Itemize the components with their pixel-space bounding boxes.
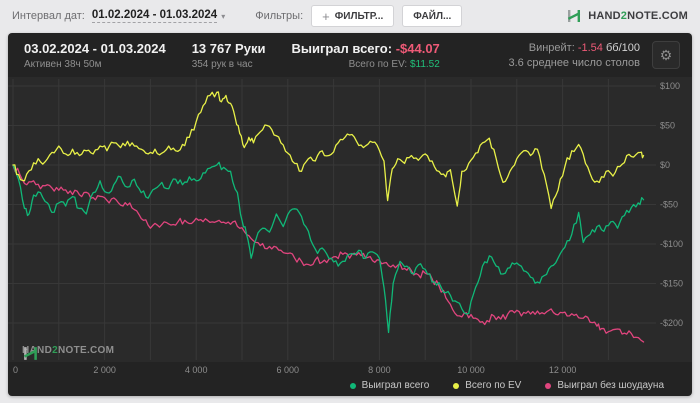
stat-won-total: Выиграл всего: -$44.07 <box>291 41 440 56</box>
stat-active-time: Активен 38ч 50м <box>24 59 102 70</box>
svg-text:12 000: 12 000 <box>549 365 577 375</box>
legend-item[interactable]: Всего по EV <box>453 380 521 391</box>
stats-bar: 03.02.2024 - 01.03.2024 Активен 38ч 50м … <box>8 33 692 77</box>
svg-text:$100: $100 <box>660 81 680 91</box>
gear-icon: ⚙ <box>659 46 673 63</box>
date-range-dropdown[interactable]: 01.02.2024 - 01.03.2024 ▾ <box>91 9 226 23</box>
stat-winnings: Выиграл всего: -$44.07 Всего по EV: $11.… <box>291 41 439 70</box>
file-button-label: ФАЙЛ... <box>413 10 452 22</box>
plus-icon: + <box>322 8 330 24</box>
winrate-value: -1.54 <box>577 42 603 54</box>
file-button[interactable]: ФАЙЛ... <box>402 5 463 27</box>
svg-text:2 000: 2 000 <box>93 365 116 375</box>
stat-ev-total: Всего по EV: $11.52 <box>348 59 440 70</box>
legend-dot-icon <box>349 382 356 389</box>
stat-date-range: 03.02.2024 - 01.03.2024 Активен 38ч 50м <box>24 41 166 70</box>
legend-dot-icon <box>545 382 552 389</box>
legend-label: Всего по EV <box>465 380 522 391</box>
stat-hands-per-hour: 354 рук в час <box>191 59 253 70</box>
svg-text:$0: $0 <box>660 160 670 170</box>
svg-text:0: 0 <box>13 365 18 375</box>
legend-dot-icon <box>453 382 460 389</box>
svg-text:6 000: 6 000 <box>277 365 300 375</box>
date-range-value: 01.02.2024 - 01.03.2024 <box>91 9 218 23</box>
svg-text:-$100: -$100 <box>660 239 683 249</box>
winrate-line: Винрейт: -1.54 бб/100 <box>528 42 640 54</box>
legend-item[interactable]: Выиграл всего <box>349 380 430 391</box>
settings-button[interactable]: ⚙ <box>652 41 680 69</box>
stat-hands-value: 13 767 Руки <box>191 41 266 56</box>
svg-text:-$50: -$50 <box>660 200 678 210</box>
ev-total-value: $11.52 <box>409 59 440 70</box>
brand-link[interactable]: HAND2NOTE.COM <box>566 8 688 24</box>
hand2note-logo-icon <box>23 347 38 360</box>
filters-label: Фильтры: <box>255 10 304 22</box>
won-total-value: -$44.07 <box>395 41 440 56</box>
chart-legend: Выиграл всего Всего по EV Выиграл без шоуд… <box>349 380 664 391</box>
stat-winrate: Винрейт: -1.54 бб/100 3.6 среднее число … <box>508 41 640 69</box>
svg-text:10 000: 10 000 <box>457 365 485 375</box>
svg-text:8 000: 8 000 <box>368 365 391 375</box>
svg-text:-$200: -$200 <box>660 318 683 328</box>
chevron-down-icon: ▾ <box>221 11 226 21</box>
add-filter-label: ФИЛЬТР... <box>334 10 384 22</box>
legend-label: Выиграл без шоудауна <box>557 380 664 391</box>
svg-text:$50: $50 <box>660 121 675 131</box>
equity-chart[interactable]: $100 $50 $0 -$50 -$100 -$150 -$200 0 2 000 4 000 6… <box>8 77 692 396</box>
avg-tables-line: 3.6 среднее число столов <box>508 57 640 69</box>
stat-hands: 13 767 Руки 354 рук в час <box>192 41 266 70</box>
toolbar: Интервал дат: 01.02.2024 - 01.03.2024 ▾ … <box>0 0 700 32</box>
stat-date-range-value: 03.02.2024 - 01.03.2024 <box>24 41 166 56</box>
hand2note-logo-icon <box>568 10 581 22</box>
interval-label: Интервал дат: <box>12 10 85 22</box>
chart-watermark: HAND2NOTE.COM <box>22 345 115 360</box>
chart-area: $100 $50 $0 -$50 -$100 -$150 -$200 0 2 000 4 000 6… <box>8 77 692 396</box>
svg-text:-$150: -$150 <box>660 279 683 289</box>
watermark-text: HAND2NOTE.COM <box>22 345 115 356</box>
brand-text: HAND2NOTE.COM <box>588 10 688 22</box>
svg-text:4 000: 4 000 <box>185 365 208 375</box>
add-filter-button[interactable]: + ФИЛЬТР... <box>311 5 395 27</box>
legend-item[interactable]: Выиграл без шоудауна <box>545 380 664 391</box>
legend-label: Выиграл всего <box>361 380 430 391</box>
report-panel: 03.02.2024 - 01.03.2024 Активен 38ч 50м … <box>8 33 692 396</box>
